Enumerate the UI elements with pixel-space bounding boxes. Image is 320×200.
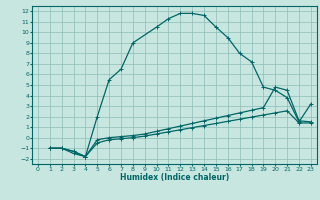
X-axis label: Humidex (Indice chaleur): Humidex (Indice chaleur): [120, 173, 229, 182]
